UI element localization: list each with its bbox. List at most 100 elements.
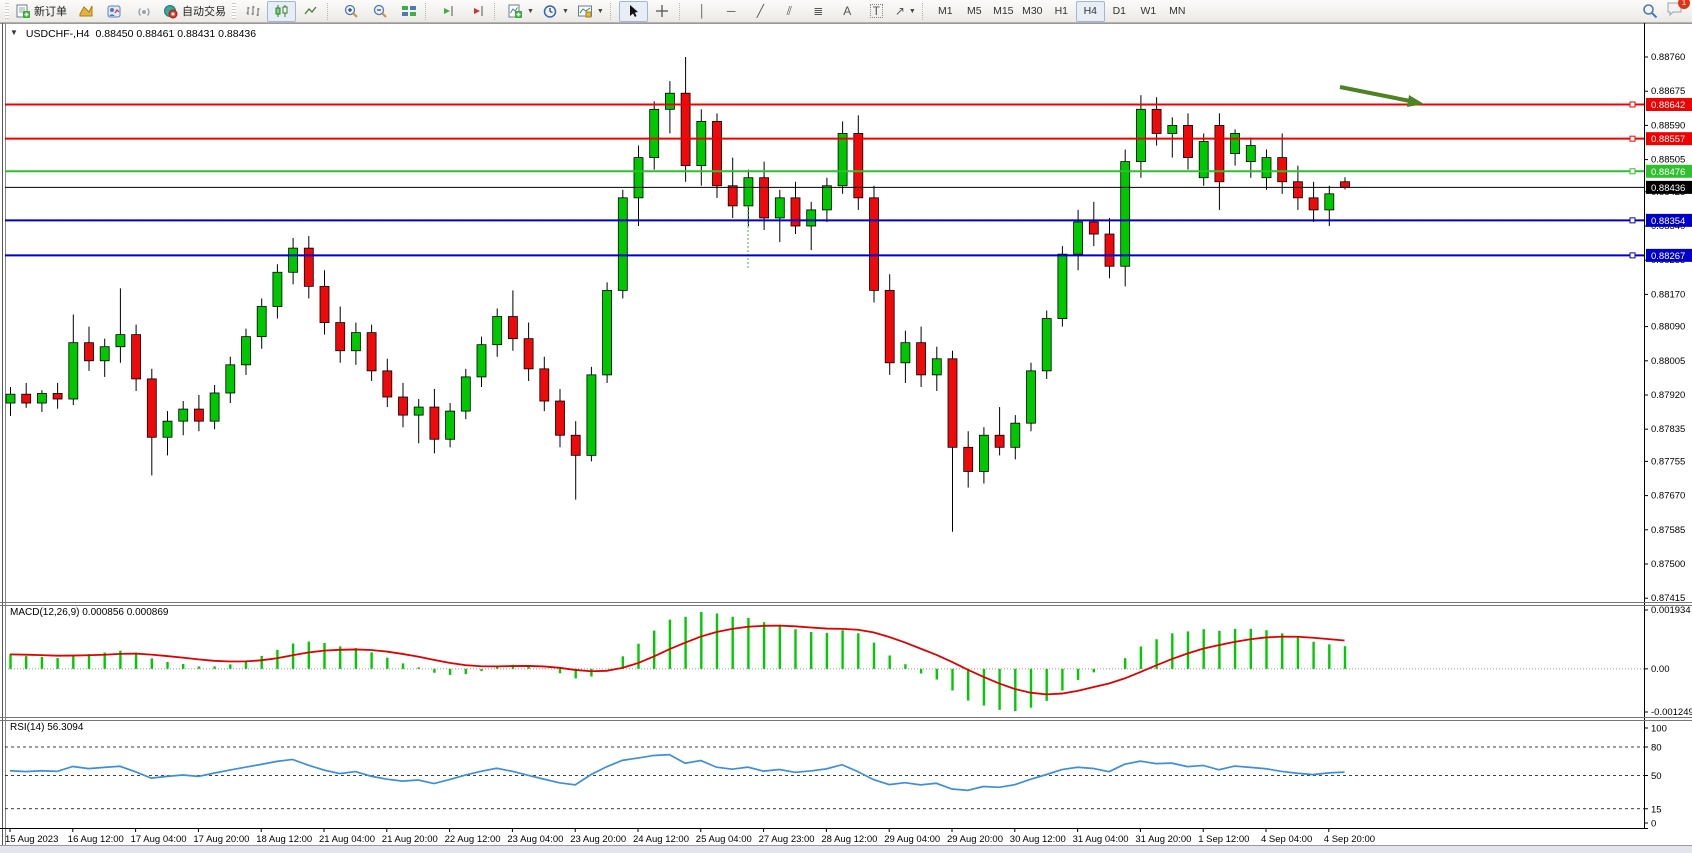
periods-button[interactable]: ▼ bbox=[538, 1, 573, 22]
candle-body bbox=[84, 342, 94, 362]
price-axis-tick-label: 0.88090 bbox=[1651, 322, 1685, 333]
zoom-out-button[interactable] bbox=[365, 1, 394, 22]
candle-body bbox=[1010, 422, 1021, 448]
candle-body bbox=[460, 376, 471, 412]
price-line-badge bbox=[1646, 180, 1692, 194]
time-axis-label: 16 Aug 12:00 bbox=[68, 834, 124, 845]
timeframe-button-m15[interactable]: M15 bbox=[993, 5, 1014, 17]
candle-body bbox=[413, 406, 424, 416]
profile-button[interactable] bbox=[100, 1, 129, 22]
price-line-badge bbox=[1646, 97, 1692, 111]
search-icon[interactable] bbox=[1642, 3, 1658, 19]
hline-handle[interactable] bbox=[1629, 252, 1636, 259]
candle-body bbox=[350, 332, 361, 352]
notifications-button[interactable]: 1 bbox=[1666, 0, 1690, 22]
candle-body bbox=[1324, 193, 1335, 211]
candle-body bbox=[37, 392, 47, 404]
candle-body bbox=[774, 197, 785, 219]
time-axis-label: 29 Aug 04:00 bbox=[884, 834, 940, 845]
auto-scroll-button[interactable] bbox=[434, 1, 463, 22]
timeframe-button-m1[interactable]: M1 bbox=[938, 5, 953, 17]
timeframe-button-m30[interactable]: M30 bbox=[1022, 5, 1043, 17]
auto-scroll-icon bbox=[444, 6, 453, 16]
market-watch-button[interactable] bbox=[71, 1, 100, 22]
chart-shift-button[interactable] bbox=[463, 1, 492, 22]
crosshair-tool-button[interactable] bbox=[648, 1, 677, 22]
hline-handle[interactable] bbox=[1629, 135, 1636, 142]
arrows-tool-icon: ↗ bbox=[894, 4, 905, 18]
trend-arrow-shaft[interactable] bbox=[1339, 85, 1411, 103]
candle-body bbox=[178, 408, 189, 422]
label-tool-icon: T bbox=[869, 4, 883, 18]
chart-shift-icon bbox=[474, 6, 483, 16]
main-toolbar: 新订单 自动 bbox=[0, 0, 1692, 23]
text-tool-button[interactable]: A bbox=[833, 1, 862, 22]
candle-body bbox=[884, 289, 895, 364]
vertical-line-icon: │ bbox=[698, 4, 707, 18]
price-axis-tick-label: 0.88005 bbox=[1651, 356, 1685, 367]
signals-button[interactable] bbox=[129, 1, 158, 22]
auto-trading-button[interactable]: 自动交易 bbox=[158, 1, 230, 22]
time-axis-label: 22 Aug 12:00 bbox=[445, 834, 501, 845]
toolbar-grip[interactable] bbox=[5, 3, 9, 19]
time-axis-label: 18 Aug 12:00 bbox=[256, 834, 312, 845]
timeframe-button-h1[interactable]: H1 bbox=[1054, 5, 1069, 17]
candle-body bbox=[429, 406, 440, 440]
candle-body bbox=[241, 336, 251, 366]
rsi-line bbox=[9, 753, 1345, 792]
candle-body bbox=[193, 408, 204, 422]
candle-body bbox=[5, 393, 16, 404]
timeframe-button-h4[interactable]: H4 bbox=[1075, 0, 1105, 22]
candle-body bbox=[1293, 181, 1303, 199]
zoom-in-button[interactable] bbox=[336, 1, 365, 22]
label-tool-button[interactable]: T bbox=[862, 1, 891, 22]
templates-button[interactable]: ▼ bbox=[573, 1, 608, 22]
candle-body bbox=[837, 133, 848, 187]
chart-symbol-title: USDCHF-,H4 bbox=[25, 28, 90, 40]
candle-body bbox=[586, 374, 597, 456]
chart-window[interactable]: ▼ USDCHF-,H4 0.88450 0.88461 0.88431 0.8… bbox=[0, 23, 1692, 846]
line-chart-button[interactable] bbox=[296, 1, 325, 22]
periods-clock-icon bbox=[543, 4, 557, 18]
trend-line-icon: ╱ bbox=[756, 4, 764, 18]
candle-body bbox=[1183, 125, 1193, 158]
hline-handle[interactable] bbox=[1629, 217, 1636, 224]
horizontal-line-tool-button[interactable]: ─ bbox=[717, 1, 746, 22]
candle-body bbox=[335, 322, 346, 352]
candle-body bbox=[52, 392, 63, 400]
candle-body bbox=[617, 197, 628, 291]
time-axis-label: 1 Sep 12:00 bbox=[1198, 834, 1249, 845]
time-axis-label: 4 Sep 04:00 bbox=[1261, 834, 1312, 845]
bar-chart-button[interactable] bbox=[238, 1, 267, 22]
new-order-button[interactable]: 新订单 bbox=[11, 1, 71, 22]
candlestick-chart-button[interactable] bbox=[267, 0, 296, 22]
timeframe-button-m5[interactable]: M5 bbox=[967, 5, 982, 17]
channel-tool-button[interactable]: ⫽ bbox=[775, 1, 804, 22]
candle-body bbox=[476, 344, 487, 378]
chart-dropdown-icon[interactable]: ▼ bbox=[10, 28, 18, 37]
candle-body bbox=[366, 332, 377, 372]
fibonacci-tool-button[interactable]: ≣ bbox=[804, 1, 833, 22]
candle-body bbox=[1151, 108, 1162, 134]
timeframe-button-w1[interactable]: W1 bbox=[1140, 5, 1157, 17]
price-axis-tick-label: 0.87670 bbox=[1651, 491, 1685, 502]
timeframe-button-mn[interactable]: MN bbox=[1169, 5, 1186, 17]
arrows-tool-button[interactable]: ↗ ▼ bbox=[891, 1, 920, 22]
price-line-badge-label: 0.88642 bbox=[1651, 100, 1685, 111]
time-axis-label: 28 Aug 12:00 bbox=[821, 834, 877, 845]
candle-body bbox=[947, 358, 958, 448]
indicators-button[interactable]: ▼ bbox=[503, 1, 538, 22]
timeframe-button-d1[interactable]: D1 bbox=[1112, 5, 1127, 17]
toolbar-separator bbox=[609, 2, 617, 20]
hline-handle[interactable] bbox=[1629, 168, 1636, 175]
cursor-tool-button[interactable] bbox=[618, 0, 648, 22]
candle-body bbox=[1245, 145, 1256, 163]
candle-body bbox=[382, 370, 393, 398]
vertical-line-tool-button[interactable]: │ bbox=[688, 1, 717, 22]
tile-windows-button[interactable] bbox=[394, 1, 423, 22]
hline-handle[interactable] bbox=[1629, 101, 1636, 108]
trend-arrow-head[interactable] bbox=[1407, 95, 1424, 107]
chart-canvas[interactable]: 0.887600.886750.885900.885050.884250.883… bbox=[0, 23, 1692, 846]
toolbar-grip[interactable] bbox=[232, 3, 236, 19]
trend-line-tool-button[interactable]: ╱ bbox=[746, 1, 775, 22]
